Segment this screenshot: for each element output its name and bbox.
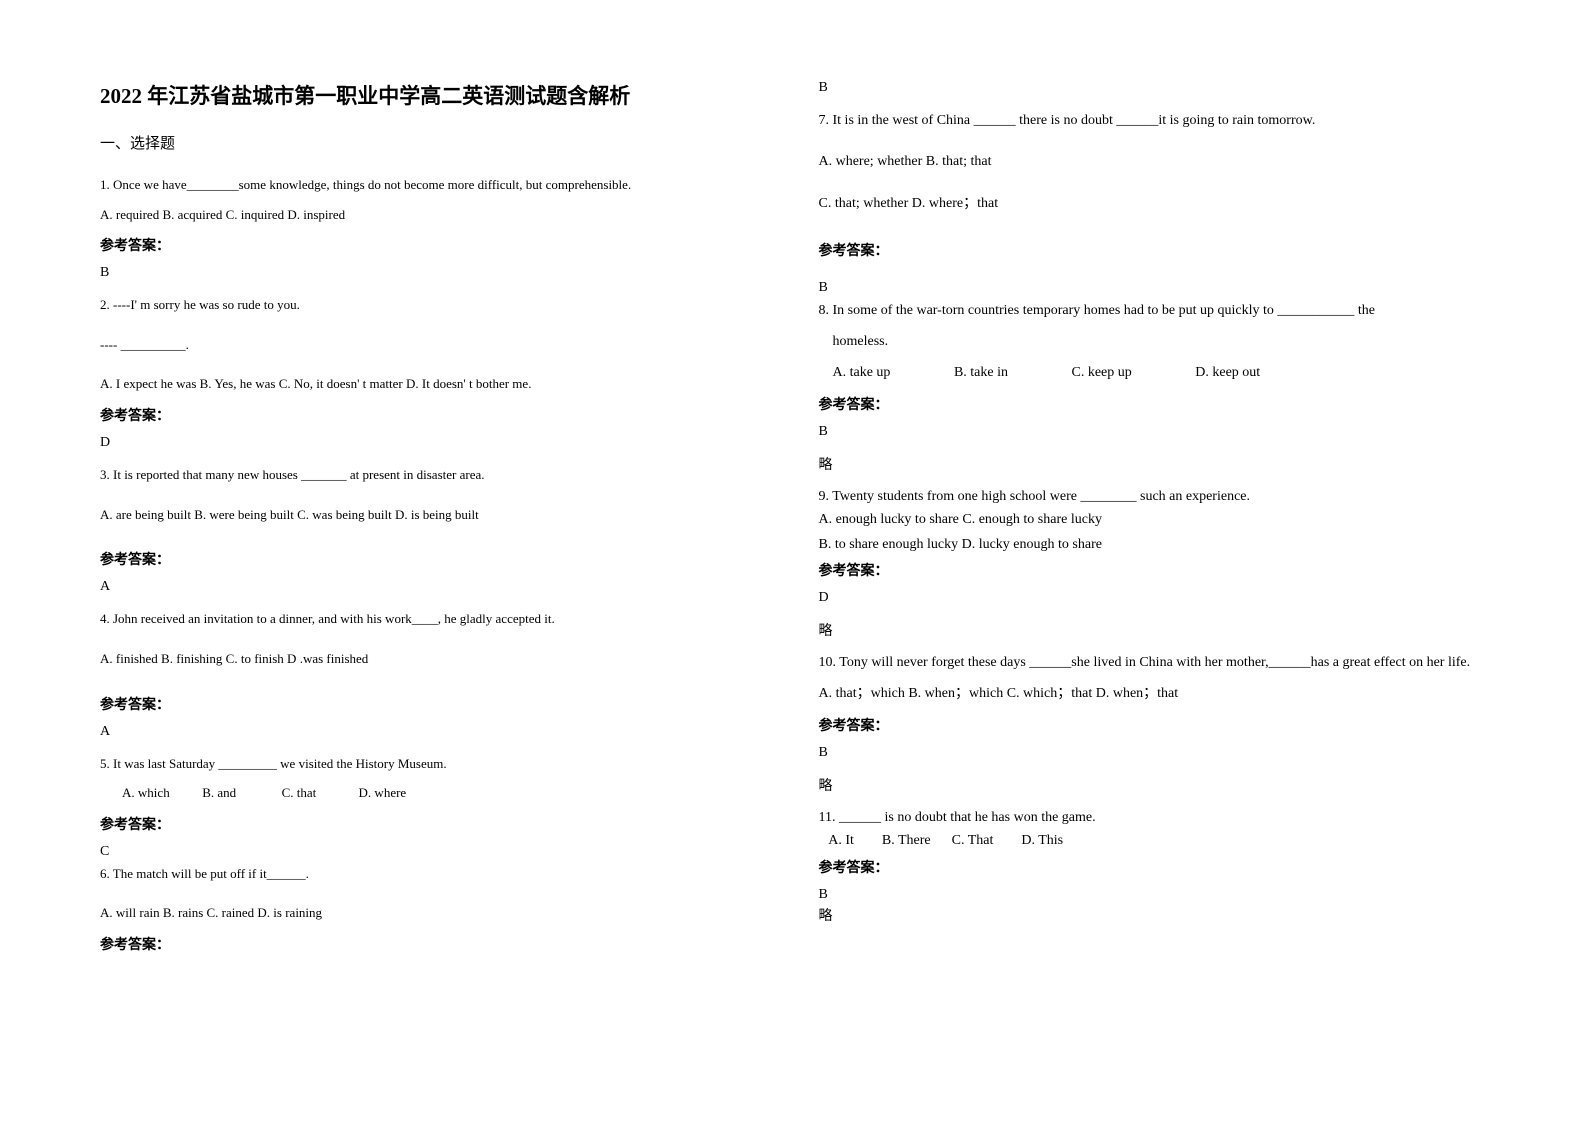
q2-text-b: ---- __________. (100, 335, 779, 355)
q2-answer: D (100, 435, 779, 451)
q3-answer-label: 参考答案： (100, 549, 779, 569)
q7-answer: B (819, 280, 1498, 296)
q11-options: A. It B. There C. That D. This (819, 830, 1498, 852)
q10-answer-label: 参考答案： (819, 715, 1498, 735)
q11-answer: B (819, 887, 1498, 903)
q2-answer-label: 参考答案： (100, 405, 779, 425)
right-column: B 7. It is in the west of China ______ t… (819, 80, 1538, 1082)
q3-answer: A (100, 579, 779, 595)
q11-answer-label: 参考答案： (819, 857, 1498, 877)
q10-text: 10. Tony will never forget these days __… (819, 652, 1498, 673)
q11-text: 11. ______ is no doubt that he has won t… (819, 807, 1498, 828)
q9-options-b: B. to share enough lucky D. lucky enough… (819, 534, 1498, 556)
q5-text: 5. It was last Saturday _________ we vis… (100, 754, 779, 774)
q9-omit: 略 (819, 620, 1498, 640)
q5-answer: C (100, 844, 779, 860)
q9-answer-label: 参考答案： (819, 560, 1498, 580)
q8-opt-c: C. keep up (1071, 362, 1131, 384)
q5-answer-label: 参考答案： (100, 814, 779, 834)
q2-text-a: 2. ----I' m sorry he was so rude to you. (100, 295, 779, 315)
q8-options: A. take up B. take in C. keep up D. keep… (819, 362, 1498, 384)
q7-options-b: C. that; whether D. where；that (819, 193, 1498, 215)
q9-options-a: A. enough lucky to share C. enough to sh… (819, 509, 1498, 531)
q8-opt-a: A. take up (833, 362, 891, 384)
q11-omit: 略 (819, 905, 1498, 925)
q9-answer: D (819, 590, 1498, 606)
q1-answer: B (100, 265, 779, 281)
q1-answer-label: 参考答案： (100, 235, 779, 255)
q8-text-b: homeless. (819, 331, 1498, 352)
q4-options: A. finished B. finishing C. to finish D … (100, 649, 779, 670)
q10-answer: B (819, 745, 1498, 761)
q1-text: 1. Once we have________some knowledge, t… (100, 175, 779, 195)
q1-options: A. required B. acquired C. inquired D. i… (100, 205, 779, 226)
q9-text: 9. Twenty students from one high school … (819, 486, 1498, 507)
q7-answer-label: 参考答案： (819, 240, 1498, 260)
section-header: 一、选择题 (100, 132, 779, 153)
q4-answer-label: 参考答案： (100, 694, 779, 714)
q8-opt-d: D. keep out (1195, 365, 1260, 380)
page-title: 2022 年江苏省盐城市第一职业中学高二英语测试题含解析 (100, 80, 779, 110)
q8-opt-b: B. take in (954, 362, 1008, 384)
q8-answer: B (819, 424, 1498, 440)
q6-options: A. will rain B. rains C. rained D. is ra… (100, 903, 779, 924)
q10-omit: 略 (819, 775, 1498, 795)
q4-answer: A (100, 724, 779, 740)
q10-options: A. that；which B. when；which C. which；tha… (819, 683, 1498, 705)
q5-options: A. which B. and C. that D. where (100, 783, 779, 804)
q6-answer-label: 参考答案： (100, 934, 779, 954)
q7-options-a: A. where; whether B. that; that (819, 151, 1498, 173)
q8-omit: 略 (819, 454, 1498, 474)
q4-text: 4. John received an invitation to a dinn… (100, 609, 779, 629)
q7-text: 7. It is in the west of China ______ the… (819, 110, 1498, 131)
q2-options: A. I expect he was B. Yes, he was C. No,… (100, 374, 779, 395)
q6-answer: B (819, 80, 1498, 96)
q3-text: 3. It is reported that many new houses _… (100, 465, 779, 485)
q8-answer-label: 参考答案： (819, 394, 1498, 414)
q3-options: A. are being built B. were being built C… (100, 505, 779, 526)
q6-text: 6. The match will be put off if it______… (100, 864, 779, 884)
left-column: 2022 年江苏省盐城市第一职业中学高二英语测试题含解析 一、选择题 1. On… (100, 80, 819, 1082)
q8-text-a: 8. In some of the war-torn countries tem… (819, 300, 1498, 321)
